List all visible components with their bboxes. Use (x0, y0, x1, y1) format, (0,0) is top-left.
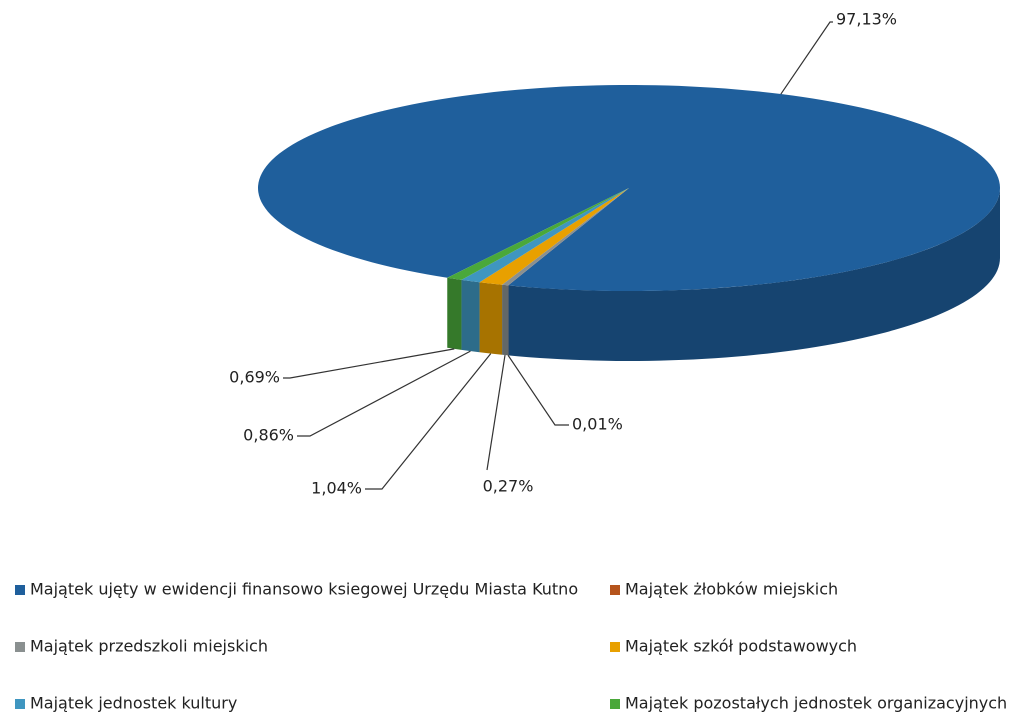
data-label: 0,86% (243, 426, 294, 445)
leader-line (507, 355, 569, 426)
data-label: 0,01% (572, 415, 623, 434)
slice (502, 188, 629, 286)
legend-label: Majątek jednostek kultury (30, 694, 237, 713)
legend-swatch (610, 642, 620, 652)
leader-line (297, 350, 471, 437)
legend-swatch (15, 642, 25, 652)
legend-swatch (610, 585, 620, 595)
slice (479, 188, 629, 285)
legend-swatch (15, 585, 25, 595)
slice-side (502, 284, 508, 356)
legend-label: Majątek pozostałych jednostek organizacy… (625, 694, 1007, 713)
legend-swatch (15, 699, 25, 709)
slice-side (461, 279, 480, 353)
legend-label: Majątek szkół podstawowych (625, 637, 857, 656)
legend-label: Majątek żłobków miejskich (625, 580, 838, 599)
slice-side (508, 188, 1000, 362)
slice-side (479, 282, 503, 355)
slice (447, 188, 629, 280)
data-label: 97,13% (836, 10, 897, 29)
slice-side (447, 277, 462, 350)
slice (461, 188, 629, 283)
data-label: 1,04% (311, 479, 362, 498)
leader-line (486, 354, 506, 471)
leader-line (283, 348, 455, 379)
data-label: 0,69% (229, 368, 280, 387)
leader-line (365, 353, 492, 490)
data-label: 0,27% (483, 477, 534, 496)
slice (507, 188, 629, 286)
slice (258, 85, 1001, 292)
legend-label: Majątek ujęty w ewidencji finansowo ksie… (30, 580, 578, 599)
leader-line (780, 21, 833, 95)
legend-label: Majątek przedszkoli miejskich (30, 637, 268, 656)
legend-swatch (610, 699, 620, 709)
